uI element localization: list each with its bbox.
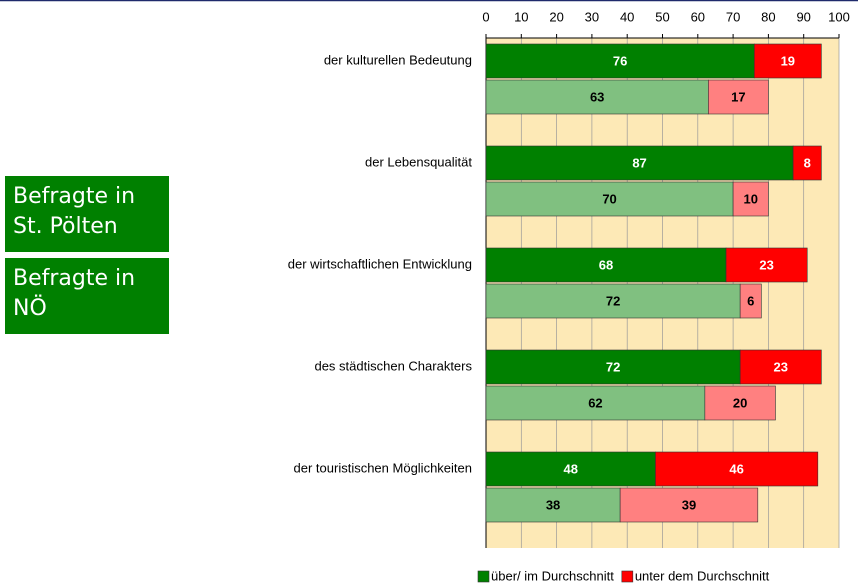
data-label: 46 bbox=[729, 461, 743, 476]
data-label: 48 bbox=[563, 461, 577, 476]
bar bbox=[725, 247, 808, 283]
bar bbox=[708, 79, 769, 115]
bar bbox=[655, 451, 819, 487]
x-tick-label: 100 bbox=[828, 9, 850, 24]
data-label: 70 bbox=[602, 191, 616, 206]
data-label: 87 bbox=[632, 155, 646, 170]
group-label: Befragte in NÖ bbox=[5, 258, 169, 334]
legend-swatch bbox=[477, 570, 490, 583]
x-tick-label: 50 bbox=[655, 9, 669, 24]
x-tick-label: 30 bbox=[585, 9, 599, 24]
data-label: 23 bbox=[759, 257, 773, 272]
legend-label: über/ im Durchschnitt bbox=[491, 568, 614, 583]
x-tick-label: 60 bbox=[691, 9, 705, 24]
legend-label: unter dem Durchschnitt bbox=[635, 568, 770, 583]
bar bbox=[485, 247, 727, 283]
data-label: 8 bbox=[804, 155, 811, 170]
x-tick-label: 0 bbox=[482, 9, 489, 24]
x-tick-label: 90 bbox=[796, 9, 810, 24]
bar bbox=[485, 145, 794, 181]
bar bbox=[739, 349, 822, 385]
data-label: 39 bbox=[682, 497, 696, 512]
x-tick-label: 10 bbox=[514, 9, 528, 24]
bar bbox=[739, 283, 762, 319]
bar bbox=[792, 145, 822, 181]
data-label: 17 bbox=[731, 89, 745, 104]
bar bbox=[704, 385, 776, 421]
data-label: 76 bbox=[613, 53, 627, 68]
x-tick-label: 80 bbox=[761, 9, 775, 24]
bar bbox=[485, 451, 656, 487]
data-label: 6 bbox=[747, 293, 754, 308]
data-label: 23 bbox=[774, 359, 788, 374]
data-label: 63 bbox=[590, 89, 604, 104]
category-label: der Lebensqualität bbox=[365, 154, 472, 169]
legend-swatch bbox=[621, 570, 634, 583]
bar bbox=[485, 79, 709, 115]
group-label: Befragte in St. Pölten bbox=[5, 176, 169, 252]
bar bbox=[485, 385, 706, 421]
bar bbox=[485, 283, 741, 319]
x-tick-label: 40 bbox=[620, 9, 634, 24]
data-label: 62 bbox=[588, 395, 602, 410]
data-label: 20 bbox=[733, 395, 747, 410]
data-label: 10 bbox=[744, 191, 758, 206]
bar bbox=[753, 43, 822, 79]
data-label: 72 bbox=[606, 293, 620, 308]
category-label: der touristischen Möglichkeiten bbox=[294, 460, 472, 475]
bar bbox=[485, 181, 734, 217]
x-tick-label: 70 bbox=[726, 9, 740, 24]
bar bbox=[619, 487, 759, 523]
category-label: der wirtschaftlichen Entwicklung bbox=[288, 256, 472, 271]
category-label: des städtischen Charakters bbox=[314, 358, 472, 373]
data-label: 72 bbox=[606, 359, 620, 374]
bar bbox=[485, 43, 755, 79]
bar bbox=[732, 181, 769, 217]
bar bbox=[485, 487, 621, 523]
data-label: 19 bbox=[781, 53, 795, 68]
category-label: der kulturellen Bedeutung bbox=[324, 52, 472, 67]
x-tick-label: 20 bbox=[549, 9, 563, 24]
data-label: 68 bbox=[599, 257, 613, 272]
data-label: 38 bbox=[546, 497, 560, 512]
